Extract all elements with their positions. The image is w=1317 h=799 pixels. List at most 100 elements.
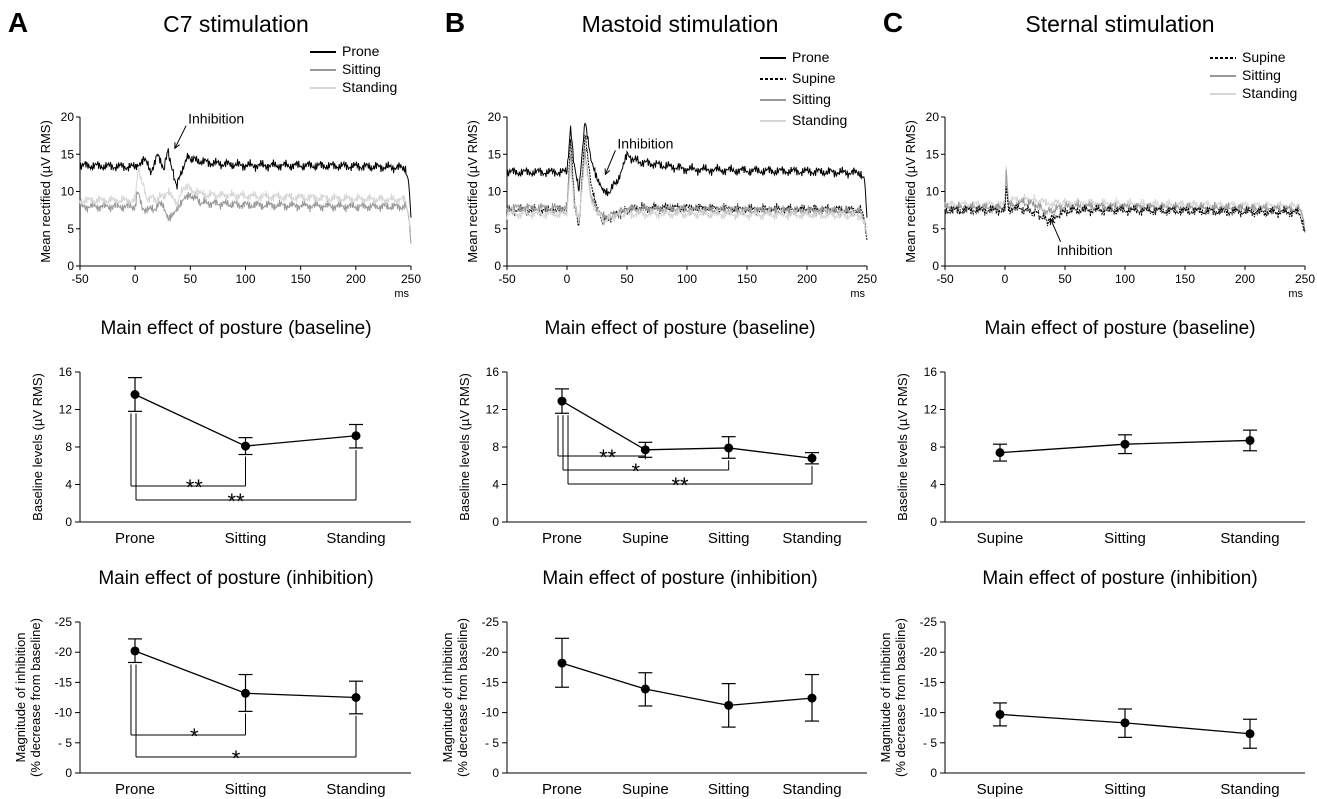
- legend-label: Sitting: [1242, 67, 1281, 83]
- inhibition-sig-label: *: [190, 724, 199, 749]
- legend-label: Sitting: [342, 61, 381, 77]
- baseline-data-point: [241, 441, 250, 451]
- baseline-y-tick-label: 12: [924, 403, 938, 417]
- trace-x-tick-label: 50: [1058, 272, 1072, 286]
- baseline-y-tick-label: 0: [65, 515, 72, 529]
- baseline-y-tick-label: 16: [59, 365, 73, 379]
- baseline-sig-label: *: [632, 459, 641, 484]
- baseline-y-axis-label: Baseline levels (µV RMS): [457, 373, 472, 521]
- inhibition-y-tick-label: -25: [920, 615, 938, 629]
- baseline-category-label: Standing: [1220, 530, 1279, 547]
- baseline-category-label: Prone: [542, 530, 582, 547]
- trace-y-tick-label: 5: [932, 222, 939, 236]
- baseline-sig-label: **: [227, 489, 245, 514]
- baseline-data-point: [130, 390, 140, 399]
- trace-x-tick-label: 150: [737, 272, 757, 286]
- trace-y-tick-label: 0: [494, 259, 501, 273]
- trace-x-tick-label: 200: [346, 272, 366, 286]
- inhibition-y-axis-label-2: (% decrease from baseline): [455, 618, 470, 777]
- trace-series-standing: [944, 166, 1306, 229]
- inhibition-data-point: [351, 693, 361, 702]
- inhibition-title: Main effect of posture (inhibition): [542, 568, 817, 589]
- baseline-title: Main effect of posture (baseline): [100, 318, 371, 339]
- baseline-series-line: [561, 400, 813, 459]
- baseline-y-tick-label: 4: [65, 478, 72, 492]
- trace-series-standing: [506, 158, 868, 237]
- baseline-category-label: Standing: [326, 530, 385, 547]
- trace-x-tick-label: 250: [401, 272, 421, 286]
- inhibition-category-label: Sitting: [1104, 781, 1146, 798]
- inhibition-y-tick-label: -15: [920, 675, 938, 689]
- baseline-y-axis-label: Baseline levels (µV RMS): [895, 373, 910, 521]
- trace-x-tick-label: 0: [1002, 272, 1009, 286]
- inhibition-title: Main effect of posture (inhibition): [98, 568, 373, 589]
- inhibition-arrow-head: [604, 168, 611, 176]
- legend-label: Sitting: [792, 91, 831, 107]
- inhibition-y-tick-label: - 5: [58, 736, 72, 750]
- panel-letter: B: [445, 7, 465, 38]
- panel-title: C7 stimulation: [163, 11, 309, 37]
- baseline-sig-label: **: [599, 445, 617, 470]
- inhibition-data-point: [724, 700, 734, 710]
- inhibition-data-point: [807, 693, 817, 703]
- trace-y-tick-label: 0: [67, 259, 74, 273]
- trace-y-tick-label: 0: [932, 259, 939, 273]
- inhibition-data-point: [640, 684, 650, 694]
- inhibition-category-label: Prone: [542, 781, 582, 798]
- inhibition-annotation: Inhibition: [617, 135, 673, 151]
- baseline-y-tick-label: 16: [924, 365, 938, 379]
- legend-label: Prone: [342, 43, 380, 59]
- baseline-data-point: [1245, 435, 1255, 445]
- trace-x-tick-label: 150: [1175, 272, 1195, 286]
- panel-letter: A: [8, 7, 28, 38]
- inhibition-y-tick-label: -15: [482, 675, 500, 689]
- trace-x-tick-label: 100: [677, 272, 697, 286]
- trace-x-tick-label: 50: [184, 272, 198, 286]
- inhibition-category-label: Sitting: [708, 781, 750, 798]
- trace-series-sitting: [506, 148, 868, 237]
- trace-series-supine: [506, 134, 868, 240]
- inhibition-arrow-line: [604, 150, 616, 175]
- trace-x-tick-label: 100: [235, 272, 255, 286]
- baseline-y-tick-label: 16: [486, 365, 500, 379]
- inhibition-y-tick-label: -20: [482, 645, 500, 659]
- trace-y-tick-label: 20: [61, 110, 75, 124]
- baseline-data-point: [995, 448, 1005, 458]
- legend-label: Supine: [792, 70, 836, 86]
- panel-letter: C: [883, 7, 903, 38]
- trace-y-tick-label: 10: [926, 185, 940, 199]
- inhibition-y-axis-label: Magnitude of inhibition: [878, 632, 893, 762]
- inhibition-sig-label: *: [232, 746, 241, 771]
- inhibition-y-tick-label: - 5: [485, 736, 499, 750]
- trace-y-axis-label: Mean rectified (µV RMS): [903, 120, 918, 263]
- baseline-category-label: Standing: [782, 530, 841, 547]
- inhibition-y-axis-label: Magnitude of inhibition: [13, 632, 28, 762]
- legend-label: Standing: [342, 79, 397, 95]
- inhibition-title: Main effect of posture (inhibition): [982, 568, 1257, 589]
- trace-x-unit: ms: [1288, 288, 1303, 300]
- baseline-y-tick-label: 12: [486, 403, 500, 417]
- inhibition-y-axis-label-2: (% decrease from baseline): [28, 618, 43, 777]
- inhibition-annotation: Inhibition: [188, 111, 244, 127]
- trace-x-tick-label: 200: [1235, 272, 1255, 286]
- baseline-y-tick-label: 4: [492, 478, 499, 492]
- trace-y-tick-label: 5: [494, 222, 501, 236]
- baseline-sig-label: **: [671, 473, 689, 498]
- inhibition-category-label: Standing: [782, 781, 841, 798]
- trace-y-tick-label: 10: [488, 185, 502, 199]
- inhibition-y-tick-label: -10: [482, 706, 500, 720]
- legend-label: Supine: [1242, 49, 1286, 65]
- trace-x-unit: ms: [850, 288, 865, 300]
- inhibition-category-label: Supine: [622, 781, 669, 798]
- baseline-y-tick-label: 8: [492, 440, 499, 454]
- baseline-category-label: Sitting: [708, 530, 750, 547]
- trace-y-axis-label: Mean rectified (µV RMS): [38, 120, 53, 263]
- panel-title: Mastoid stimulation: [582, 11, 779, 37]
- trace-y-tick-label: 20: [926, 110, 940, 124]
- inhibition-y-tick-label: -10: [920, 706, 938, 720]
- inhibition-category-label: Supine: [977, 781, 1024, 798]
- inhibition-y-tick-label: 0: [492, 766, 499, 780]
- trace-x-tick-label: -50: [71, 272, 89, 286]
- trace-x-tick-label: 150: [291, 272, 311, 286]
